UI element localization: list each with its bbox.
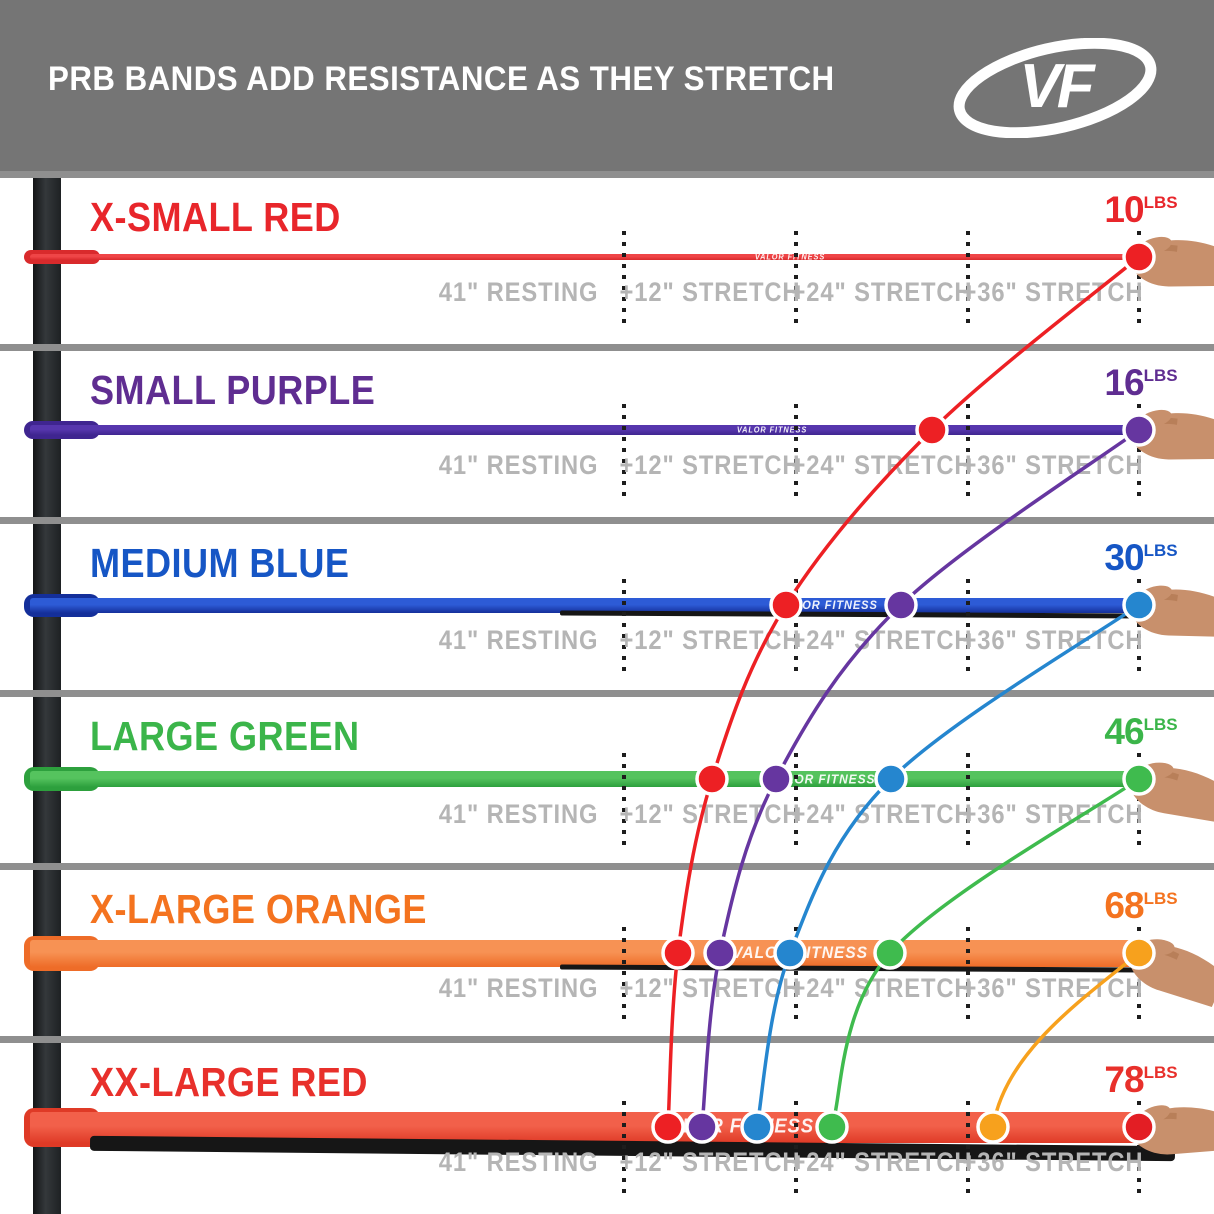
resistance-band — [30, 425, 1166, 435]
hand-holding-band — [1119, 384, 1214, 483]
band-name-label: X-SMALL RED — [90, 194, 341, 240]
stretch-segment-label: +12" STRETCH — [619, 799, 801, 829]
resistance-unit: LBS — [1143, 889, 1178, 908]
resistance-band — [30, 771, 1166, 787]
resistance-unit: LBS — [1143, 1063, 1178, 1082]
band-brand-watermark: VALOR FITNESS — [656, 1115, 814, 1138]
hand-holding-band — [1119, 211, 1214, 310]
stretch-guide-line — [622, 231, 626, 327]
stretch-guide-line — [794, 1101, 798, 1197]
stretch-segment-label: +12" STRETCH — [619, 973, 801, 1003]
stretch-segment-label: +36" STRETCH — [962, 1147, 1144, 1177]
row-separator — [0, 517, 1214, 524]
stretch-segment-label: +12" STRETCH — [619, 450, 801, 480]
stretch-guide-line — [1137, 1101, 1141, 1197]
stretch-segment-label: +12" STRETCH — [619, 625, 801, 655]
stretch-segment-label: +24" STRETCH — [791, 625, 973, 655]
hand-icon — [1131, 585, 1214, 637]
resting-length-label: 41" RESTING — [438, 973, 598, 1003]
stretch-guide-line — [622, 927, 626, 1023]
band-name-label: MEDIUM BLUE — [90, 540, 350, 586]
resting-length-label: 41" RESTING — [438, 450, 598, 480]
stretch-segment-label: +24" STRETCH — [791, 450, 973, 480]
logo-letters: VF — [1019, 52, 1096, 121]
band-brand-watermark: VALOR FITNESS — [768, 771, 876, 787]
valor-fitness-logo-icon: VF — [953, 38, 1157, 138]
page-title: PRB BANDS ADD RESISTANCE AS THEY STRETCH — [48, 60, 835, 98]
row-separator — [0, 1036, 1214, 1043]
stretch-guide-line — [622, 1101, 626, 1197]
stretch-segment-label: +36" STRETCH — [962, 277, 1144, 307]
resting-length-label: 41" RESTING — [438, 1147, 598, 1177]
band-name-label: LARGE GREEN — [90, 713, 360, 759]
hand-holding-band — [1118, 558, 1214, 660]
stretch-guide-line — [622, 404, 626, 500]
stretch-segment-label: +12" STRETCH — [619, 277, 801, 307]
resistance-band — [30, 254, 1166, 260]
stretch-segment-label: +36" STRETCH — [962, 450, 1144, 480]
row-separator — [0, 863, 1214, 870]
resistance-unit: LBS — [1143, 715, 1178, 734]
row-separator — [0, 171, 1214, 178]
row-separator — [0, 690, 1214, 697]
logo-ellipse — [953, 38, 1157, 138]
stretch-guide-line — [966, 1101, 970, 1197]
stretch-segment-label: +36" STRETCH — [962, 625, 1144, 655]
resting-length-label: 41" RESTING — [438, 625, 598, 655]
logo-swoosh — [953, 38, 1157, 138]
stretch-guide-line — [622, 753, 626, 849]
resting-length-label: 41" RESTING — [438, 277, 598, 307]
resistance-unit: LBS — [1143, 193, 1178, 212]
resistance-number: 10 — [1104, 189, 1144, 230]
stretch-segment-label: +24" STRETCH — [791, 973, 973, 1003]
hand-icon — [1131, 1105, 1214, 1155]
stretch-segment-label: +24" STRETCH — [791, 277, 973, 307]
stretch-segment-label: +12" STRETCH — [619, 1147, 801, 1177]
resistance-band — [30, 939, 1166, 967]
resistance-value-label: 10LBS — [1104, 191, 1177, 228]
row-separator — [0, 344, 1214, 351]
resting-length-label: 41" RESTING — [438, 799, 598, 829]
resistance-unit: LBS — [1143, 366, 1178, 385]
stretch-segment-label: +24" STRETCH — [791, 799, 973, 829]
stretch-segment-label: +24" STRETCH — [791, 1147, 973, 1177]
band-brand-watermark: VALOR FITNESS — [732, 943, 868, 962]
band-brand-watermark: VALOR FITNESS — [754, 252, 826, 262]
hand-icon — [1131, 409, 1214, 460]
stretch-guide-line — [622, 579, 626, 675]
band-name-label: X-LARGE ORANGE — [90, 886, 427, 932]
resistance-unit: LBS — [1143, 541, 1178, 560]
band-name-label: XX-LARGE RED — [90, 1059, 368, 1105]
hand-holding-band — [1122, 1081, 1214, 1174]
header-banner: PRB BANDS ADD RESISTANCE AS THEY STRETCH… — [0, 0, 1214, 171]
band-name-label: SMALL PURPLE — [90, 367, 376, 413]
hand-icon — [1131, 236, 1214, 287]
